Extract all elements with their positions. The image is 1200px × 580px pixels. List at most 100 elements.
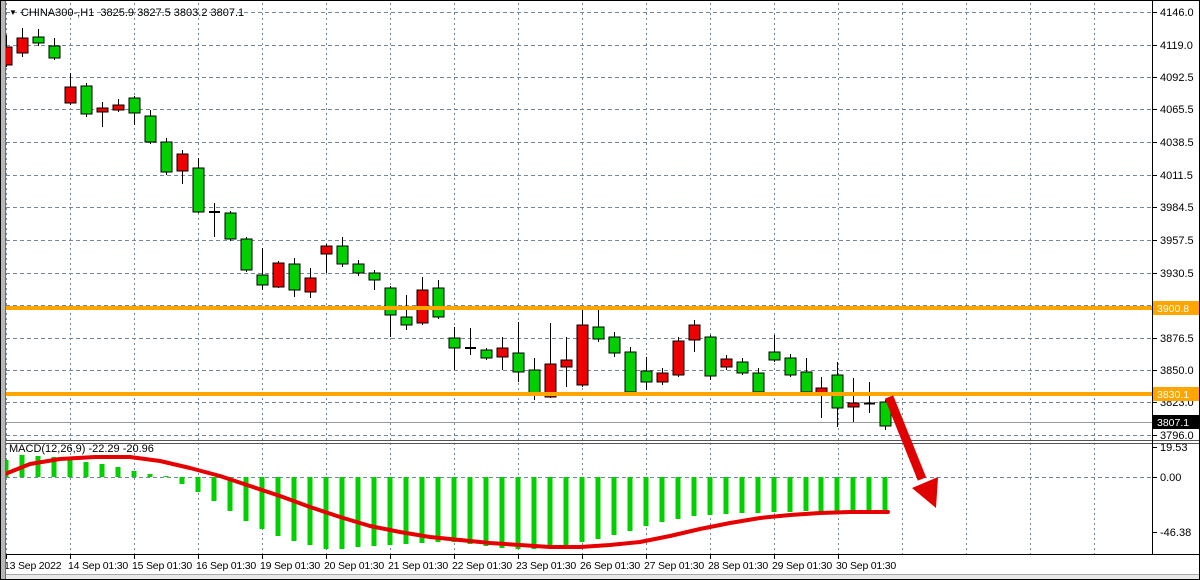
candle-body: [847, 402, 860, 408]
candle-body: [400, 316, 413, 326]
candle-body: [304, 277, 317, 293]
candle-body: [576, 324, 589, 386]
candle-body: [224, 212, 237, 240]
macd-histogram-bar: [435, 477, 441, 542]
candle-body: [512, 352, 525, 373]
macd-histogram-bar: [755, 477, 761, 513]
macd-histogram-bar: [595, 477, 601, 539]
price-level-badge-text: 3830.1: [1157, 389, 1189, 401]
macd-histogram-bar: [115, 467, 121, 477]
candle-body: [768, 351, 781, 361]
price-axis-label: 4065.5: [1160, 104, 1194, 116]
candle-body: [704, 336, 717, 377]
macd-histogram-bar: [771, 477, 777, 512]
candle-body: [384, 287, 397, 316]
candle-body: [736, 361, 749, 374]
chart-ohlc-values: 3825.9 3827.5 3803.2 3807.1: [100, 7, 245, 19]
trend-arrow-shaft[interactable]: [884, 395, 927, 481]
price-axis-label: 3957.5: [1160, 235, 1194, 247]
window-bottom-strip: [1, 574, 1199, 580]
candle-body: [688, 324, 701, 341]
candle-body: [592, 326, 605, 340]
macd-histogram-bar: [803, 477, 809, 511]
candle-body: [368, 272, 381, 281]
macd-histogram-bar: [834, 477, 840, 511]
macd-axis-label: 19.53: [1160, 442, 1188, 454]
price-axis-label: 3796.0: [1160, 430, 1194, 442]
candle-body: [784, 357, 797, 376]
macd-histogram-bar: [83, 462, 89, 477]
macd-histogram-bar: [35, 456, 41, 477]
window-frame-edge: [5, 1, 6, 579]
price-axis-label: 4119.0: [1160, 40, 1193, 52]
price-axis-label: 4038.5: [1160, 137, 1194, 149]
macd-histogram-bar: [531, 477, 537, 549]
price-level-badge-text: 3900.8: [1157, 303, 1189, 315]
candle-body: [752, 372, 765, 393]
candle-body: [80, 85, 93, 115]
macd-histogram-bar: [339, 477, 345, 549]
macd-histogram-bar: [211, 477, 217, 501]
macd-histogram-bar: [882, 477, 888, 514]
candle-body: [448, 337, 461, 349]
candle-body: [256, 274, 269, 286]
macd-histogram-bar: [483, 477, 489, 546]
price-axis-label: 3850.0: [1160, 365, 1194, 377]
macd-histogram-bar: [291, 477, 297, 541]
macd-histogram-bar: [307, 477, 313, 545]
date-axis-label: 27 Sep 01:30: [644, 560, 704, 572]
macd-histogram-bar: [579, 477, 585, 542]
candle-body: [128, 97, 141, 114]
macd-histogram-bar: [866, 477, 872, 510]
macd-histogram-bar: [850, 477, 856, 510]
macd-histogram-bar: [499, 477, 505, 548]
date-axis-label: 13 Sep 2022: [4, 560, 62, 572]
macd-histogram-bar: [131, 471, 137, 477]
window-frame-strip: [1, 1, 5, 579]
macd-histogram-bar: [707, 477, 713, 515]
candle-body: [240, 238, 253, 271]
candle-body: [720, 358, 733, 368]
date-axis-label: 19 Sep 01:30: [260, 560, 320, 572]
candle-body: [320, 245, 333, 255]
macd-histogram-bar: [259, 477, 265, 529]
candle-body: [656, 372, 669, 383]
macd-histogram-bar: [3, 460, 9, 477]
macd-histogram-bar: [163, 476, 169, 477]
macd-histogram-bar: [563, 477, 569, 545]
macd-histogram-bar: [67, 459, 73, 477]
candle-body: [624, 351, 637, 393]
price-axis-label: 4011.5: [1160, 170, 1193, 182]
date-axis-label: 21 Sep 01:30: [388, 560, 448, 572]
macd-histogram-bar: [611, 477, 617, 535]
candle-body: [288, 263, 301, 291]
candle-body: [48, 45, 61, 59]
price-axis-label: 4146.0: [1160, 7, 1194, 19]
candle-body: [496, 347, 509, 358]
macd-axis-label: 0.00: [1160, 472, 1181, 484]
macd-indicator-label: MACD(12,26,9) -22.29 -20.96: [9, 443, 154, 455]
date-axis-label: 14 Sep 01:30: [68, 560, 128, 572]
date-axis-label: 16 Sep 01:30: [196, 560, 256, 572]
macd-histogram-bar: [403, 477, 409, 544]
date-axis-label: 26 Sep 01:30: [580, 560, 640, 572]
macd-histogram-bar: [147, 474, 153, 477]
macd-histogram-bar: [723, 477, 729, 514]
macd-histogram-bar: [51, 457, 57, 477]
date-axis-label: 22 Sep 01:30: [452, 560, 512, 572]
price-level-badge: [1153, 387, 1199, 401]
window-border-top: [0, 0, 1200, 1]
chart-symbol-label: CHINA300-,H1: [20, 7, 95, 19]
price-level-badge: [1153, 301, 1199, 315]
candle-body: [831, 374, 844, 409]
macd-histogram-bar: [195, 477, 201, 492]
current-price-badge-text: 3807.1: [1157, 417, 1189, 429]
date-axis-label: 23 Sep 01:30: [516, 560, 576, 572]
candle-body: [352, 263, 365, 274]
candle-body: [432, 287, 445, 318]
candle-body: [144, 115, 157, 143]
macd-histogram-bar: [243, 477, 249, 521]
trend-arrow-head[interactable]: [912, 477, 938, 508]
candle-body: [112, 104, 125, 111]
